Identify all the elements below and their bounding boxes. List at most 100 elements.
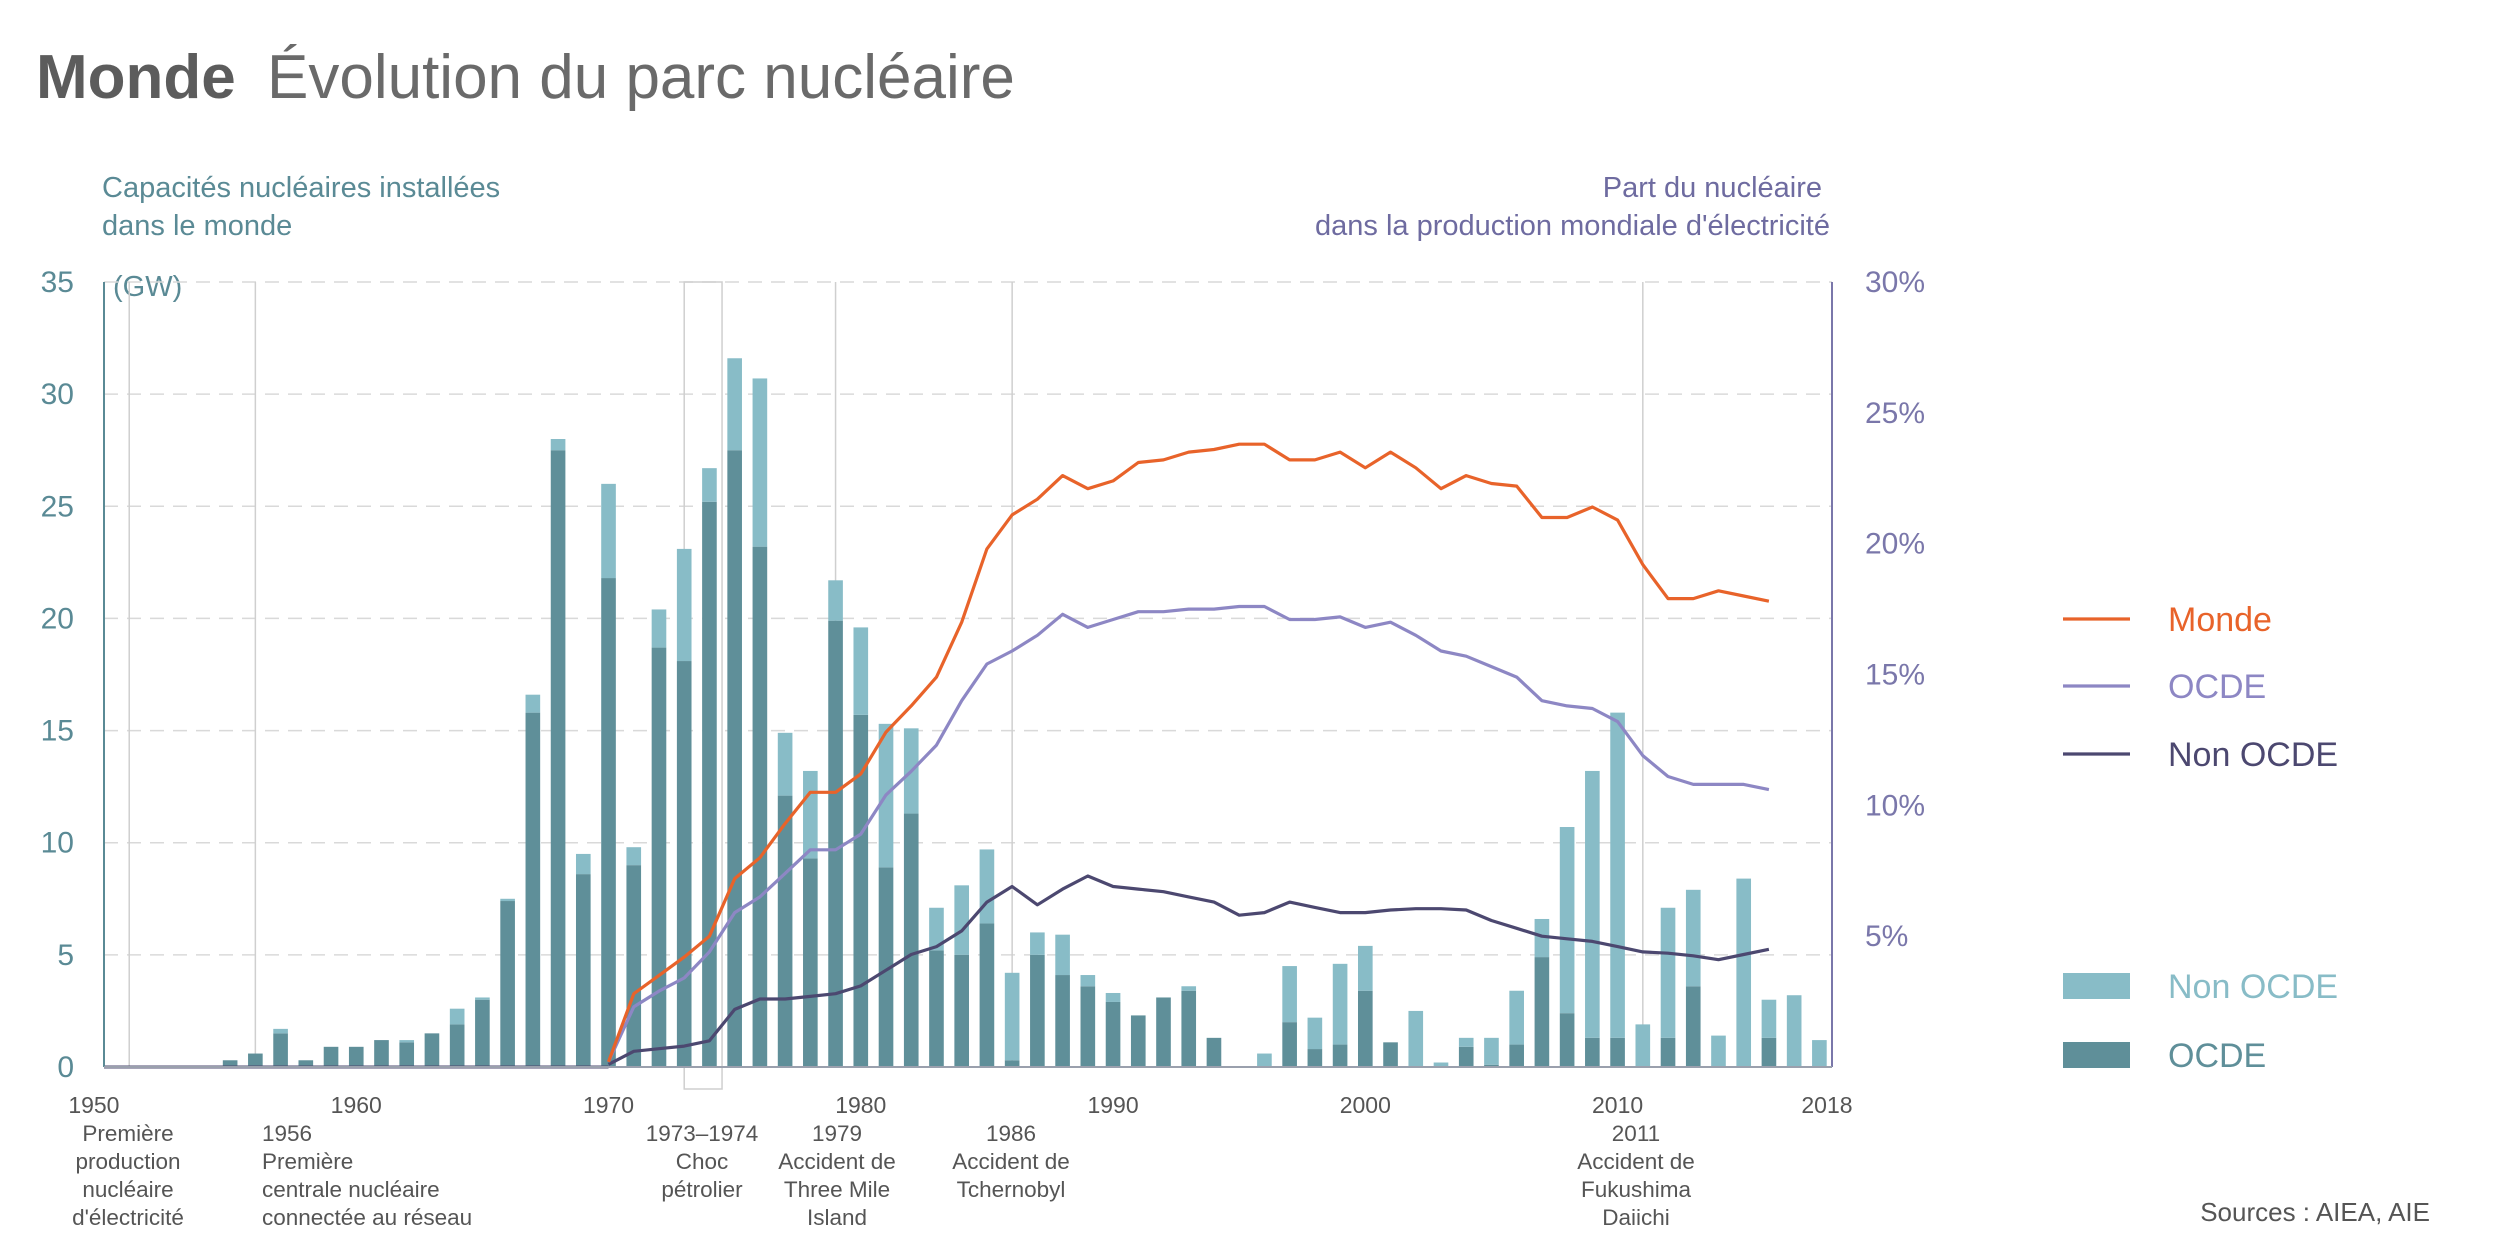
title-rest: Évolution du parc nucléaire (267, 43, 1015, 112)
x-tick-label: 1970 (583, 1092, 634, 1118)
legend-bar-swatch (2063, 973, 2130, 999)
bar-non-ocde (929, 907, 944, 951)
y2-tick-label: 30% (1865, 266, 1925, 299)
bar-ocde (777, 795, 793, 1067)
bar-ocde (651, 647, 667, 1067)
bar-ocde (525, 712, 541, 1067)
y-tick-label: 20 (41, 602, 74, 635)
bar-ocde (374, 1040, 389, 1067)
event-label: 1973–1974 (646, 1121, 759, 1146)
bar-ocde (1105, 1001, 1121, 1067)
bar-ocde (626, 865, 642, 1067)
bar-non-ocde (273, 1028, 288, 1034)
bar-non-ocde (500, 898, 515, 902)
y-tick-label: 30 (41, 378, 74, 411)
bar-ocde (500, 901, 515, 1067)
bar-non-ocde (626, 847, 642, 866)
bar-non-ocde (1408, 1010, 1424, 1067)
x-tick-label: 2010 (1592, 1092, 1643, 1118)
bar-ocde (878, 867, 894, 1067)
bar-non-ocde (979, 849, 995, 924)
line-monde (607, 442, 1770, 1063)
bar-ocde (1130, 1015, 1146, 1067)
event-label: production (75, 1149, 180, 1174)
bar-ocde (273, 1033, 288, 1067)
event-label: centrale nucléaire (262, 1177, 440, 1202)
bar-non-ocde (1055, 934, 1070, 976)
bar-non-ocde (601, 483, 616, 579)
bar-non-ocde (1812, 1040, 1827, 1067)
bar-ocde (575, 874, 591, 1067)
bar-non-ocde (1307, 1017, 1323, 1050)
bar-ocde (1685, 986, 1701, 1067)
bars-layer (172, 358, 1827, 1067)
bar-non-ocde (676, 548, 692, 662)
x-tick-label: 1980 (835, 1092, 886, 1118)
bar-ocde (1761, 1037, 1777, 1067)
bar-ocde (449, 1024, 465, 1067)
bar-ocde (929, 950, 944, 1067)
bar-non-ocde (550, 439, 566, 451)
event-label: d'électricité (72, 1205, 184, 1230)
bar-ocde (752, 546, 768, 1067)
bar-non-ocde (1509, 990, 1524, 1045)
bar-ocde (979, 923, 995, 1067)
legend-bar-label: Non OCDE (2168, 968, 2338, 1006)
event-label: pétrolier (661, 1177, 743, 1202)
bar-ocde (1156, 997, 1171, 1067)
bar-ocde (475, 999, 490, 1067)
event-label: Accident de (952, 1149, 1070, 1174)
bar-non-ocde (399, 1040, 415, 1043)
bar-ocde (1534, 957, 1550, 1067)
bar-non-ocde (651, 609, 667, 648)
event-label: 2011 (1612, 1121, 1660, 1146)
bar-non-ocde (1585, 770, 1600, 1038)
y-tick-label: 25 (41, 490, 74, 523)
bar-non-ocde (702, 468, 717, 502)
bar-non-ocde (1433, 1062, 1449, 1067)
bar-ocde (1660, 1037, 1676, 1067)
bar-ocde (853, 714, 869, 1067)
y2-tick-label: 25% (1865, 397, 1925, 430)
bar-non-ocde (1559, 827, 1575, 1014)
bar-non-ocde (475, 997, 490, 1000)
title-bold: Monde (36, 43, 236, 112)
legend-bar-swatch (2063, 1042, 2130, 1068)
bar-ocde (1458, 1046, 1474, 1067)
page-title: Monde Évolution du parc nucléaire (36, 43, 1015, 112)
bar-non-ocde (1105, 992, 1121, 1002)
bar-ocde (1307, 1049, 1323, 1067)
bar-ocde (601, 578, 616, 1067)
bar-non-ocde (1282, 966, 1297, 1023)
x-tick-label: 2000 (1340, 1092, 1391, 1118)
event-label: Fukushima (1581, 1177, 1692, 1202)
legend-line-label: Monde (2168, 601, 2272, 639)
bar-non-ocde (1786, 995, 1802, 1067)
bar-ocde (1181, 990, 1197, 1067)
bar-non-ocde (1357, 945, 1373, 991)
event-label: Première (82, 1121, 173, 1146)
bar-non-ocde (449, 1008, 465, 1025)
event-label: Accident de (778, 1149, 896, 1174)
left-axis-title-line2: dans le monde (102, 210, 292, 242)
event-label: Island (807, 1205, 867, 1230)
bar-non-ocde (575, 853, 591, 875)
bar-non-ocde (1030, 932, 1045, 955)
bar-ocde (1484, 1064, 1499, 1067)
event-label: Accident de (1577, 1149, 1695, 1174)
y-tick-label: 0 (57, 1051, 74, 1084)
source-note: Sources : AIEA, AIE (2200, 1197, 2430, 1227)
bar-non-ocde (777, 732, 793, 796)
bar-non-ocde (853, 627, 869, 715)
y-tick-label: 10 (41, 827, 74, 860)
bar-ocde (1055, 975, 1070, 1067)
bar-non-ocde (954, 885, 970, 955)
bar-ocde (399, 1042, 415, 1067)
bar-ocde (727, 450, 742, 1067)
bar-non-ocde (1332, 963, 1348, 1045)
y2-tick-label: 15% (1865, 659, 1925, 692)
left-axis-title-line1: Capacités nucléaires installées (102, 172, 500, 204)
bar-ocde (298, 1060, 314, 1067)
bar-non-ocde (828, 580, 843, 621)
y-tick-label: 5 (57, 939, 74, 972)
